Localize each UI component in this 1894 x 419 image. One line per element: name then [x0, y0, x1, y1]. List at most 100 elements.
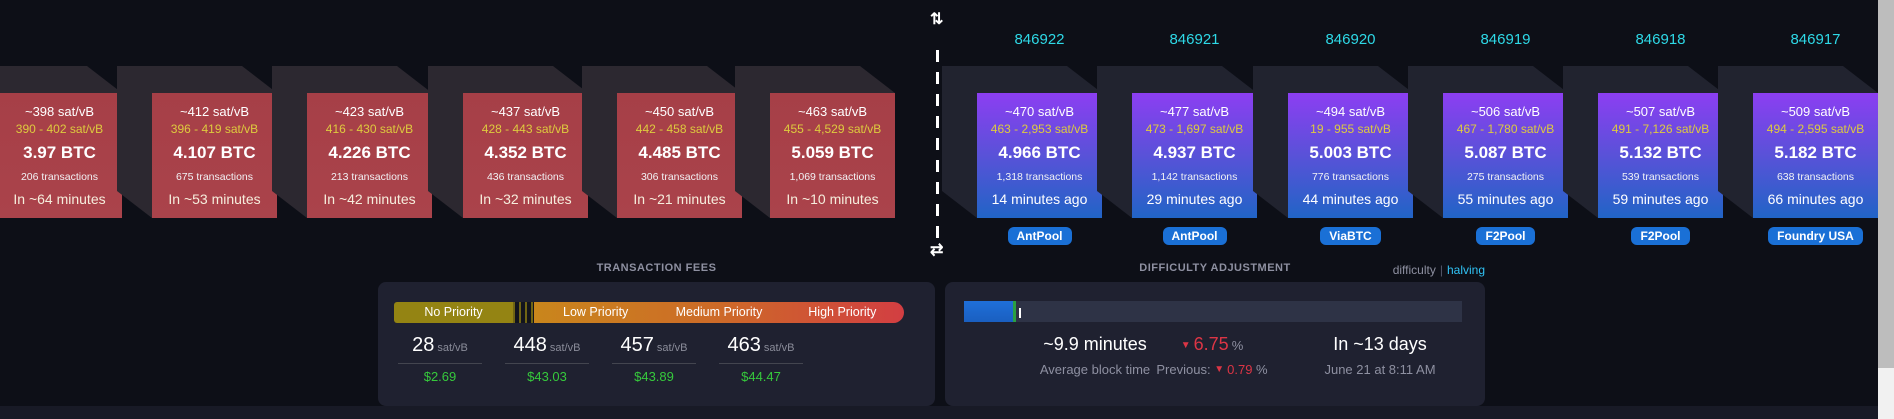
block-face: ~423 sat/vB 416 - 430 sat/vB 4.226 BTC 2…	[307, 93, 432, 218]
fee-range: 473 - 1,697 sat/vB	[1145, 122, 1244, 136]
block-height-846921[interactable]: 846921	[1169, 31, 1220, 48]
avg-block-time-stat: ~9.9 minutes Average block time	[1040, 334, 1150, 377]
block-face: ~506 sat/vB 467 - 1,780 sat/vB 5.087 BTC…	[1443, 93, 1568, 218]
time-ago: 66 minutes ago	[1767, 191, 1864, 207]
difficulty-halving-toggle: difficulty | halving	[945, 263, 1485, 277]
fee-range: 467 - 1,780 sat/vB	[1456, 122, 1555, 136]
mempool-block-3[interactable]: ~423 sat/vB 416 - 430 sat/vB 4.226 BTC 2…	[272, 66, 432, 218]
retarget-eta-value: In ~13 days	[1333, 334, 1427, 354]
block-eta: In ~10 minutes	[786, 191, 879, 207]
mined-block-846918[interactable]: ~507 sat/vB 491 - 7,126 sat/vB 5.132 BTC…	[1563, 66, 1723, 218]
pool-row: AntPool	[977, 227, 1102, 245]
fee-unit: sat/vB	[437, 342, 468, 354]
transaction-fees-panel: No Priority Low Priority Medium Priority…	[378, 282, 935, 406]
block-eta: In ~53 minutes	[168, 191, 261, 207]
block-face: ~509 sat/vB 494 - 2,595 sat/vB 5.182 BTC…	[1753, 93, 1878, 218]
tx-count: 436 transactions	[486, 171, 565, 183]
pool-badge-viabtc[interactable]: ViaBTC	[1320, 227, 1381, 245]
mined-block-846921[interactable]: ~477 sat/vB 473 - 1,697 sat/vB 4.937 BTC…	[1097, 66, 1257, 218]
total-btc: 4.966 BTC	[998, 143, 1081, 162]
tx-count: 776 transactions	[1311, 171, 1390, 183]
pool-row: ViaBTC	[1288, 227, 1413, 245]
fee-tier-no-priority: 28 sat/vB $2.69	[380, 334, 500, 384]
fee-tier-low-priority: 448 sat/vB $43.03	[487, 334, 607, 384]
scrollbar-thumb[interactable]	[1878, 0, 1894, 368]
tx-count: 206 transactions	[20, 171, 99, 183]
block-height-846917[interactable]: 846917	[1790, 31, 1841, 48]
median-fee: ~398 sat/vB	[24, 104, 95, 119]
median-fee: ~494 sat/vB	[1315, 104, 1386, 119]
halving-link[interactable]: halving	[1446, 263, 1485, 277]
retarget-eta-stat: In ~13 days June 21 at 8:11 AM	[1324, 334, 1435, 377]
total-btc: 5.003 BTC	[1309, 143, 1392, 162]
fee-rate: 457	[620, 334, 654, 356]
pool-badge-antpool[interactable]: AntPool	[1162, 227, 1227, 245]
pool-row: F2Pool	[1443, 227, 1568, 245]
divider	[612, 363, 696, 364]
block-eta: In ~64 minutes	[13, 191, 106, 207]
tx-count: 1,069 transactions	[789, 171, 876, 183]
mempool-block-2[interactable]: ~412 sat/vB 396 - 419 sat/vB 4.107 BTC 6…	[117, 66, 277, 218]
fee-range: 442 - 458 sat/vB	[635, 122, 724, 136]
down-triangle-icon: ▼	[1180, 340, 1191, 351]
pool-row: AntPool	[1132, 227, 1257, 245]
fee-range: 455 - 4,529 sat/vB	[783, 122, 882, 136]
fee-usd: $43.89	[634, 369, 674, 384]
mempool-block-1[interactable]: ~398 sat/vB 390 - 402 sat/vB 3.97 BTC 20…	[0, 66, 122, 218]
block-height-846920[interactable]: 846920	[1325, 31, 1376, 48]
fee-unit: sat/vB	[656, 342, 688, 354]
total-btc: 4.352 BTC	[484, 143, 567, 162]
tx-count: 306 transactions	[640, 171, 719, 183]
down-triangle-icon: ▼	[1214, 364, 1225, 375]
median-fee: ~470 sat/vB	[1004, 104, 1075, 119]
mined-block-846919[interactable]: ~506 sat/vB 467 - 1,780 sat/vB 5.087 BTC…	[1408, 66, 1568, 218]
block-face: ~470 sat/vB 463 - 2,953 sat/vB 4.966 BTC…	[977, 93, 1102, 218]
median-fee: ~509 sat/vB	[1780, 104, 1851, 119]
retarget-date: June 21 at 8:11 AM	[1324, 362, 1436, 377]
fee-unit: sat/vB	[549, 342, 581, 354]
difficulty-link[interactable]: difficulty	[1392, 263, 1436, 277]
fee-range: 416 - 430 sat/vB	[325, 122, 414, 136]
block-face: ~412 sat/vB 396 - 419 sat/vB 4.107 BTC 6…	[152, 93, 277, 218]
tx-count: 1,142 transactions	[1151, 171, 1238, 183]
fee-priority-bar: No Priority Low Priority Medium Priority…	[394, 302, 904, 323]
pool-badge-antpool[interactable]: AntPool	[1007, 227, 1072, 245]
pool-badge-f2pool[interactable]: F2Pool	[1476, 227, 1535, 245]
epoch-progress-fill	[964, 301, 1013, 322]
mined-block-846920[interactable]: ~494 sat/vB 19 - 955 sat/vB 5.003 BTC 77…	[1253, 66, 1413, 218]
divider	[398, 363, 482, 364]
block-eta: In ~42 minutes	[323, 191, 416, 207]
block-face: ~450 sat/vB 442 - 458 sat/vB 4.485 BTC 3…	[617, 93, 742, 218]
mined-block-846917[interactable]: ~509 sat/vB 494 - 2,595 sat/vB 5.182 BTC…	[1718, 66, 1878, 218]
mempool-block-6[interactable]: ~463 sat/vB 455 - 4,529 sat/vB 5.059 BTC…	[735, 66, 895, 218]
high-priority-label: High Priority	[808, 305, 877, 319]
median-fee: ~437 sat/vB	[490, 104, 561, 119]
mempool-block-5[interactable]: ~450 sat/vB 442 - 458 sat/vB 4.485 BTC 3…	[582, 66, 742, 218]
median-fee: ~450 sat/vB	[644, 104, 715, 119]
fee-range: 491 - 7,126 sat/vB	[1611, 122, 1710, 136]
block-face: ~507 sat/vB 491 - 7,126 sat/vB 5.132 BTC…	[1598, 93, 1723, 218]
block-height-846918[interactable]: 846918	[1635, 31, 1686, 48]
tx-count: 275 transactions	[1466, 171, 1545, 183]
time-ago: 55 minutes ago	[1457, 191, 1554, 207]
no-priority-label: No Priority	[424, 305, 483, 319]
block-height-846922[interactable]: 846922	[1014, 31, 1065, 48]
pool-badge-f2pool[interactable]: F2Pool	[1631, 227, 1690, 245]
mined-block-846922[interactable]: ~470 sat/vB 463 - 2,953 sat/vB 4.966 BTC…	[942, 66, 1102, 218]
fee-unit: sat/vB	[763, 342, 795, 354]
vertical-scrollbar[interactable]	[1878, 0, 1894, 419]
pool-badge-foundry-usa[interactable]: Foundry USA	[1768, 227, 1863, 245]
fee-usd: $43.03	[527, 369, 567, 384]
time-ago: 59 minutes ago	[1612, 191, 1709, 207]
total-btc: 4.226 BTC	[328, 143, 411, 162]
block-face: ~437 sat/vB 428 - 443 sat/vB 4.352 BTC 4…	[463, 93, 588, 218]
link-separator: |	[1439, 263, 1443, 277]
tx-count: 675 transactions	[175, 171, 254, 183]
priority-gradient-segment: Low Priority Medium Priority High Priori…	[534, 302, 904, 323]
block-height-846919[interactable]: 846919	[1480, 31, 1531, 48]
medium-priority-label: Medium Priority	[675, 305, 763, 319]
mempool-block-4[interactable]: ~437 sat/vB 428 - 443 sat/vB 4.352 BTC 4…	[428, 66, 588, 218]
time-ago: 44 minutes ago	[1302, 191, 1399, 207]
divider	[505, 363, 589, 364]
